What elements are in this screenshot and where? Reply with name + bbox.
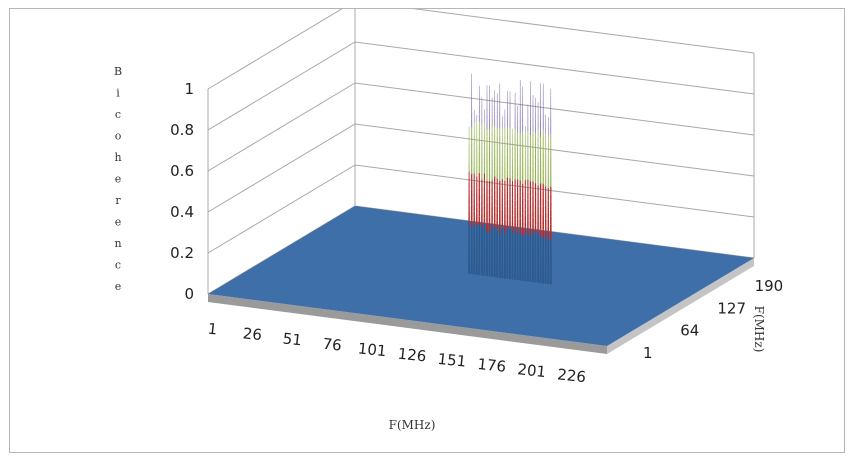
y-tick-label: 1 xyxy=(643,344,653,362)
z-axis-title-letter: r xyxy=(115,194,121,207)
gridline xyxy=(207,123,755,213)
x-tick-label: 1 xyxy=(207,320,218,339)
z-tick-label: 0.2 xyxy=(170,244,194,262)
z-tick-label: 0 xyxy=(184,285,194,303)
y-tick-label: 127 xyxy=(717,300,746,318)
z-axis-title-letter: B xyxy=(114,65,122,78)
z-tick-label: 0.4 xyxy=(170,203,194,221)
x-tick-label: 151 xyxy=(437,350,467,371)
z-tick-label: 0.8 xyxy=(170,121,194,139)
z-axis-title-letter: c xyxy=(115,259,121,272)
z-axis-title-letter: e xyxy=(115,280,122,293)
gridline xyxy=(207,82,755,172)
z-axis-title-letter: i xyxy=(116,87,120,100)
floor-front-side xyxy=(208,294,607,354)
y-axis-ticks: 1 64 127 190 xyxy=(643,277,783,362)
z-tick-label: 0.6 xyxy=(170,162,194,180)
z-axis-title-letter: o xyxy=(115,130,122,143)
bicoherence-surface-chart: 00.20.40.60.81 1 26 51 76 101 126 151 176 201 226… xyxy=(114,9,783,432)
z-axis-title-letter: e xyxy=(115,173,122,186)
x-tick-label: 176 xyxy=(477,355,507,376)
x-tick-label: 26 xyxy=(242,324,263,344)
floor-surface xyxy=(208,206,754,346)
z-axis-ticks: 0 0.2 0.4 0.6 0.8 1 xyxy=(170,80,194,303)
y-tick-label: 64 xyxy=(680,322,699,340)
gridline xyxy=(207,41,755,131)
z-axis-title-letter: h xyxy=(114,151,121,164)
z-axis-title-letter: e xyxy=(115,216,122,229)
x-tick-label: 201 xyxy=(517,360,547,381)
x-tick-label: 51 xyxy=(282,329,303,349)
surface-spikes xyxy=(468,73,552,285)
z-axis-title-letter: n xyxy=(114,237,121,250)
z-tick-label: 1 xyxy=(184,80,194,98)
chart-frame: 0 0.2 0.4 0.6 0.8 1 1 26 51 76 101 126 151 176 201 226… xyxy=(9,8,845,453)
y-tick-label: 190 xyxy=(755,277,784,295)
gridline xyxy=(207,9,755,90)
x-tick-label: 76 xyxy=(322,335,343,355)
x-axis-title: F(MHz) xyxy=(389,418,436,432)
x-axis-ticks: 1 26 51 76 101 126 151 176 201 226 xyxy=(207,320,587,387)
floor-right-side xyxy=(607,258,754,354)
chart-floor xyxy=(208,206,754,354)
x-tick-label: 126 xyxy=(397,345,427,366)
x-tick-label: 226 xyxy=(556,365,586,386)
y-axis-title: F(MHz) xyxy=(752,306,766,353)
x-tick-label: 101 xyxy=(357,339,387,360)
z-axis-title-letter: c xyxy=(115,108,121,121)
